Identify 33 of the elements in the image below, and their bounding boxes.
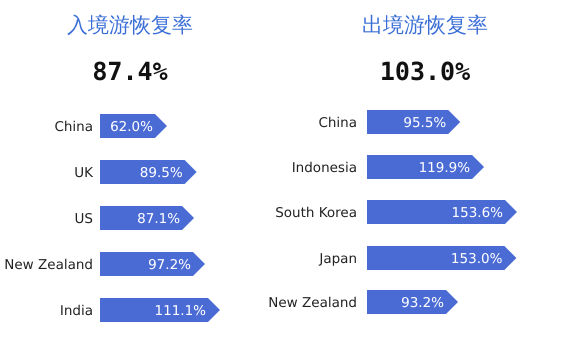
data-label: 119.9% <box>418 160 470 176</box>
data-label: 153.6% <box>452 205 504 221</box>
bar <box>367 200 517 224</box>
chart-subtitle: 103.0% <box>380 57 470 86</box>
y-tick-label: South Korea <box>275 205 357 221</box>
y-tick-label: China <box>318 115 357 131</box>
data-label: 111.1% <box>154 303 206 319</box>
data-label: 153.0% <box>450 251 503 267</box>
y-tick-label: India <box>60 303 93 319</box>
data-label: 87.1% <box>137 211 180 227</box>
y-tick-label: UK <box>74 165 94 181</box>
y-tick-label: Japan <box>318 251 357 267</box>
data-label: 97.2% <box>148 257 192 273</box>
y-tick-label: China <box>54 119 93 135</box>
y-tick-label: New Zealand <box>268 295 357 311</box>
y-tick-label: New Zealand <box>4 257 93 273</box>
chart-subtitle: 87.4% <box>92 57 168 86</box>
bar <box>367 155 484 179</box>
chart-title: 入境游恢复率 <box>67 13 193 37</box>
bar <box>100 206 194 230</box>
y-tick-label: Indonesia <box>292 160 357 176</box>
bar <box>100 160 197 184</box>
bar <box>367 246 516 270</box>
data-label: 93.2% <box>401 295 444 311</box>
data-label: 95.5% <box>403 115 446 131</box>
data-label: 62.0% <box>110 119 154 135</box>
y-tick-label: US <box>74 211 93 227</box>
bar <box>100 298 220 322</box>
bar <box>367 110 460 134</box>
data-label: 89.5% <box>140 165 183 181</box>
chart-title: 出境游恢复率 <box>362 13 488 37</box>
bar <box>367 290 458 314</box>
bar <box>100 252 205 276</box>
